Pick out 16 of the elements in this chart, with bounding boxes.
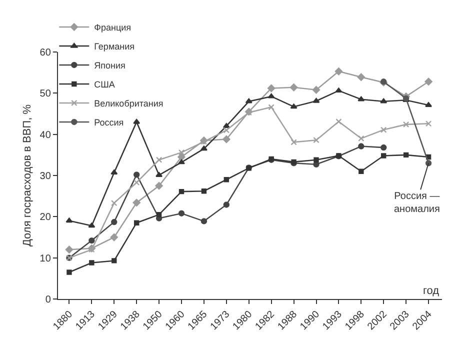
legend-label: Франция <box>94 22 132 32</box>
legend-label: Германия <box>94 41 135 52</box>
annotation: Россия — аномалия <box>394 191 440 215</box>
y-tick-label: 50 <box>40 88 52 100</box>
x-axis-title: год <box>423 285 440 297</box>
y-axis-title: Доля госрасходов в ВВП, % <box>21 104 34 247</box>
y-tick-label: 60 <box>40 48 52 58</box>
y-tick-label: 40 <box>40 130 52 141</box>
legend-label: США <box>94 79 115 90</box>
legend-label: Россия <box>94 117 124 128</box>
y-tick-label: 20 <box>40 212 52 224</box>
y-tick-label: 10 <box>40 253 52 264</box>
y-tick-label: 0 <box>45 294 52 306</box>
legend-label: Япония <box>94 60 126 70</box>
legend-label: Великобритания <box>94 98 164 108</box>
y-tick-label: 30 <box>40 171 52 182</box>
